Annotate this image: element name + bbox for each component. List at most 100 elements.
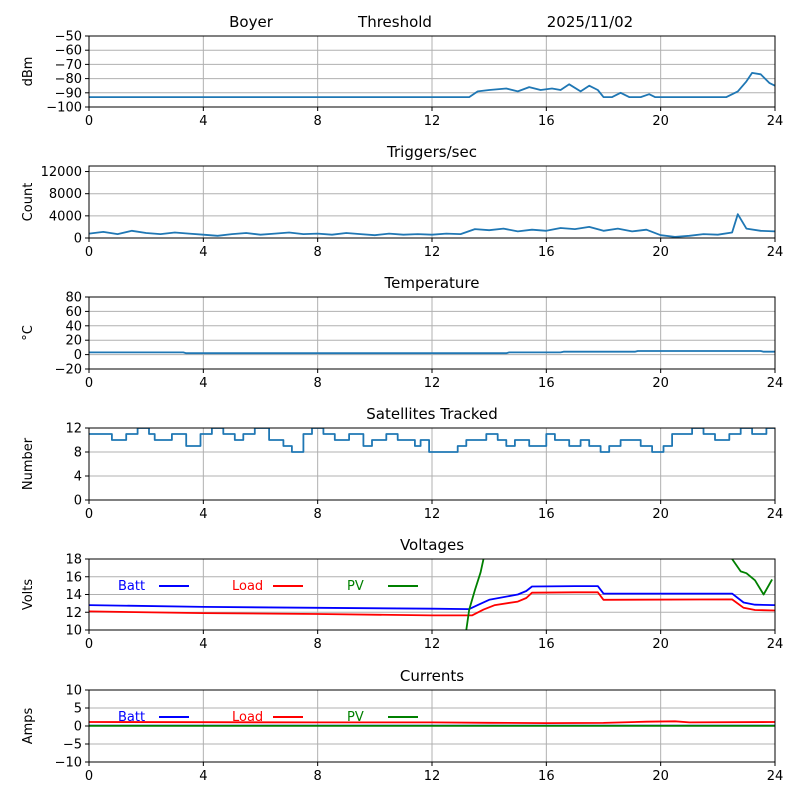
panel-voltages: 0 4 8 12 16 20 24 10 12 14 16 18 Voltages Volts Batt Lo… [21,536,783,652]
header-mode: Threshold [357,13,432,31]
threshold-xtick-label: 4 [199,114,207,129]
currents-xtick-label: 20 [652,769,669,784]
triggers-series-group [89,213,775,238]
triggers-ytick-label: 4000 [49,209,82,224]
threshold-xtick-label: 24 [767,114,784,129]
voltages-legend-batt-label: Batt [118,579,145,594]
threshold-xtick-label: 20 [652,114,669,129]
temperature-series-temperature-line [89,350,775,355]
panel-threshold: 0 4 8 12 16 20 24 −100−90−80−70−60−50 dBm [21,30,783,130]
voltages-ylabel: Volts [21,579,36,611]
satellites-xtick-label: 24 [767,507,784,522]
satellites-xtick-label: 12 [424,507,441,522]
voltages-series-pv-line [465,559,485,630]
temperature-title: Temperature [383,274,479,292]
threshold-xtick-label: 12 [424,114,441,129]
currents-xtick-label: 24 [767,769,784,784]
currents-legend-pv-label: PV [347,710,364,725]
voltages-xtick-label: 24 [767,637,784,652]
satellites-xtick-label: 16 [538,507,555,522]
currents-xtick-label: 12 [424,769,441,784]
temperature-ylabel: °C [21,325,36,341]
triggers-xtick-label: 24 [767,245,784,260]
currents-series-load-line [89,720,775,724]
temperature-xtick-label: 16 [538,376,555,391]
threshold-ylabel: dBm [21,57,36,87]
voltages-title: Voltages [400,536,464,554]
triggers-xtick-label: 20 [652,245,669,260]
voltages-axes-frame [88,558,776,631]
currents-ytick-label: −10 [55,756,82,771]
temperature-ytick-label: 40 [65,319,82,334]
temperature-xtick-label: 4 [199,376,207,391]
triggers-ytick-label: 8000 [49,187,82,202]
currents-xtick-label: 4 [199,769,207,784]
voltages-ytick-label: 10 [65,624,82,639]
temperature-ytick-label: 0 [74,348,82,363]
satellites-ytick-label: 8 [74,446,82,461]
threshold-axes-frame [88,35,776,108]
satellites-xtick-label: 20 [652,507,669,522]
voltages-ytick-label: 16 [65,570,82,585]
temperature-ytick-label: 80 [65,291,82,306]
triggers-xtick-label: 0 [85,245,93,260]
header-date: 2025/11/02 [547,13,633,31]
voltages-legend-pv-label: PV [347,579,364,594]
triggers-title: Triggers/sec [386,143,477,161]
satellites-series-group [89,428,775,453]
satellites-title: Satellites Tracked [366,405,497,423]
threshold-ytick-label: −60 [55,44,82,59]
threshold-series-threshold-line [89,72,775,98]
satellites-ytick-label: 12 [65,422,82,437]
voltages-series-load-line [89,591,775,617]
satellites-ylabel: Number [21,437,36,490]
threshold-xtick-label: 8 [314,114,322,129]
threshold-ytick-label: −80 [55,72,82,87]
triggers-xtick-label: 8 [314,245,322,260]
voltages-xtick-label: 12 [424,637,441,652]
voltages-series-group [89,559,775,630]
currents-ytick-label: −5 [63,738,82,753]
currents-ytick-label: 0 [74,720,82,735]
currents-axes-frame [88,689,776,763]
satellites-xtick-label: 8 [314,507,322,522]
threshold-ytick-label: −90 [55,86,82,101]
panel-triggers: 0 4 8 12 16 20 24 0 4000 8000 12000 Triggers/sec Cou… [21,143,783,260]
temperature-axes-frame [88,296,776,370]
threshold-xtick-label: 16 [538,114,555,129]
panel-satellites: 0 4 8 12 16 20 24 0 4 8 12 Satellites Tracked Number [21,405,783,522]
triggers-xtick-label: 12 [424,245,441,260]
currents-legend-batt-label: Batt [118,710,145,725]
voltages-ytick-label: 14 [65,588,82,603]
temperature-series-group [89,350,775,355]
currents-xtick-label: 0 [85,769,93,784]
temperature-ytick-label: −20 [55,363,82,378]
threshold-ytick-label: −100 [46,101,82,116]
currents-xtick-label: 16 [538,769,555,784]
triggers-ytick-label: 0 [74,232,82,247]
threshold-xtick-label: 0 [85,114,93,129]
currents-legend-load-label: Load [232,710,263,725]
voltages-series-pv-line-2 [731,559,773,596]
temperature-xtick-label: 12 [424,376,441,391]
voltages-series-batt-line [89,585,775,610]
threshold-ytick-label: −70 [55,58,82,73]
temperature-ytick-label: 20 [65,334,82,349]
voltages-legend-load-label: Load [232,579,263,594]
header-station: Boyer [229,13,274,31]
threshold-series-group [89,72,775,98]
triggers-axes-frame [88,165,776,239]
currents-series-group [89,720,775,727]
temperature-xtick-label: 8 [314,376,322,391]
satellites-axes-frame [88,427,776,501]
voltages-xtick-label: 20 [652,637,669,652]
triggers-ytick-label: 12000 [41,165,82,180]
satellites-xtick-label: 4 [199,507,207,522]
satellites-series-satellites-line [89,428,775,453]
temperature-xtick-label: 24 [767,376,784,391]
satellites-ytick-label: 0 [74,494,82,509]
temperature-ytick-label: 60 [65,305,82,320]
temperature-xtick-label: 0 [85,376,93,391]
voltages-ytick-label: 18 [65,553,82,568]
triggers-ylabel: Count [21,183,36,222]
